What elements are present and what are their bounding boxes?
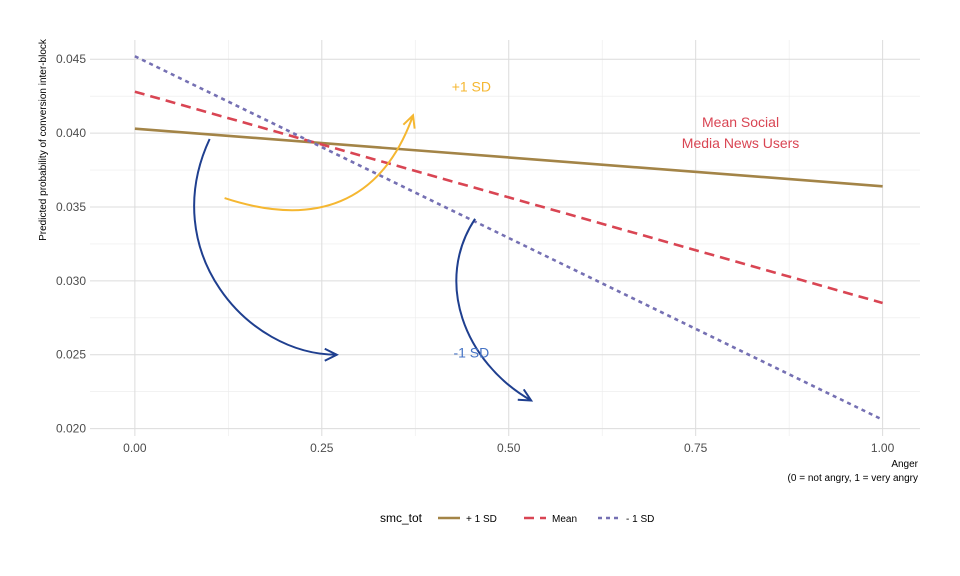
legend-entry-label: Mean bbox=[552, 514, 577, 525]
legend-entry-label: - 1 SD bbox=[626, 514, 654, 525]
y-tick-label: 0.045 bbox=[56, 52, 86, 66]
series-line-1-sd bbox=[134, 55, 884, 421]
x-axis-title: Anger bbox=[891, 459, 918, 470]
x-axis-note: (0 = not angry, 1 = very angry bbox=[788, 473, 918, 484]
annotation-arrow bbox=[193, 138, 337, 356]
y-tick-label: 0.035 bbox=[56, 200, 86, 214]
y-tick-label: 0.040 bbox=[56, 126, 86, 140]
x-tick-label: 0.00 bbox=[123, 441, 147, 455]
y-tick-label: 0.030 bbox=[56, 274, 86, 288]
legend-title: smc_tot bbox=[380, 511, 423, 525]
annotation-arrow bbox=[224, 115, 414, 212]
y-tick-label: 0.020 bbox=[56, 422, 86, 436]
x-tick-label: 0.75 bbox=[684, 441, 708, 455]
series-line-1-sd bbox=[134, 127, 883, 188]
x-tick-label: 0.50 bbox=[497, 441, 521, 455]
series-group bbox=[134, 55, 884, 421]
arrows-group bbox=[193, 113, 534, 402]
y-axis-title: Predicted probability of conversion inte… bbox=[38, 38, 49, 241]
y-ticks-group: 0.020 0.025 0.030 0.035 0.040 0.045 bbox=[56, 52, 86, 435]
arrow-head bbox=[324, 347, 339, 362]
grid-group bbox=[90, 40, 920, 436]
annotation-label: Media News Users bbox=[682, 135, 799, 151]
annotations-group: +1 SD Mean Social Media News Users -1 SD bbox=[452, 79, 800, 361]
y-tick-label: 0.025 bbox=[56, 348, 86, 362]
legend-entry-label: + 1 SD bbox=[466, 514, 497, 525]
annotation-label: +1 SD bbox=[452, 79, 491, 95]
annotation-label: Mean Social bbox=[702, 114, 779, 130]
legend: smc_tot + 1 SD Mean - 1 SD bbox=[380, 511, 654, 525]
series-line-mean bbox=[134, 90, 883, 305]
x-tick-label: 1.00 bbox=[871, 441, 895, 455]
x-tick-label: 0.25 bbox=[310, 441, 334, 455]
x-ticks-group: 0.00 0.25 0.50 0.75 1.00 bbox=[123, 441, 894, 455]
arrow-head bbox=[517, 388, 534, 402]
annotation-label: -1 SD bbox=[453, 345, 489, 361]
annotation-arrow bbox=[455, 218, 532, 402]
arrow-head bbox=[402, 113, 416, 129]
